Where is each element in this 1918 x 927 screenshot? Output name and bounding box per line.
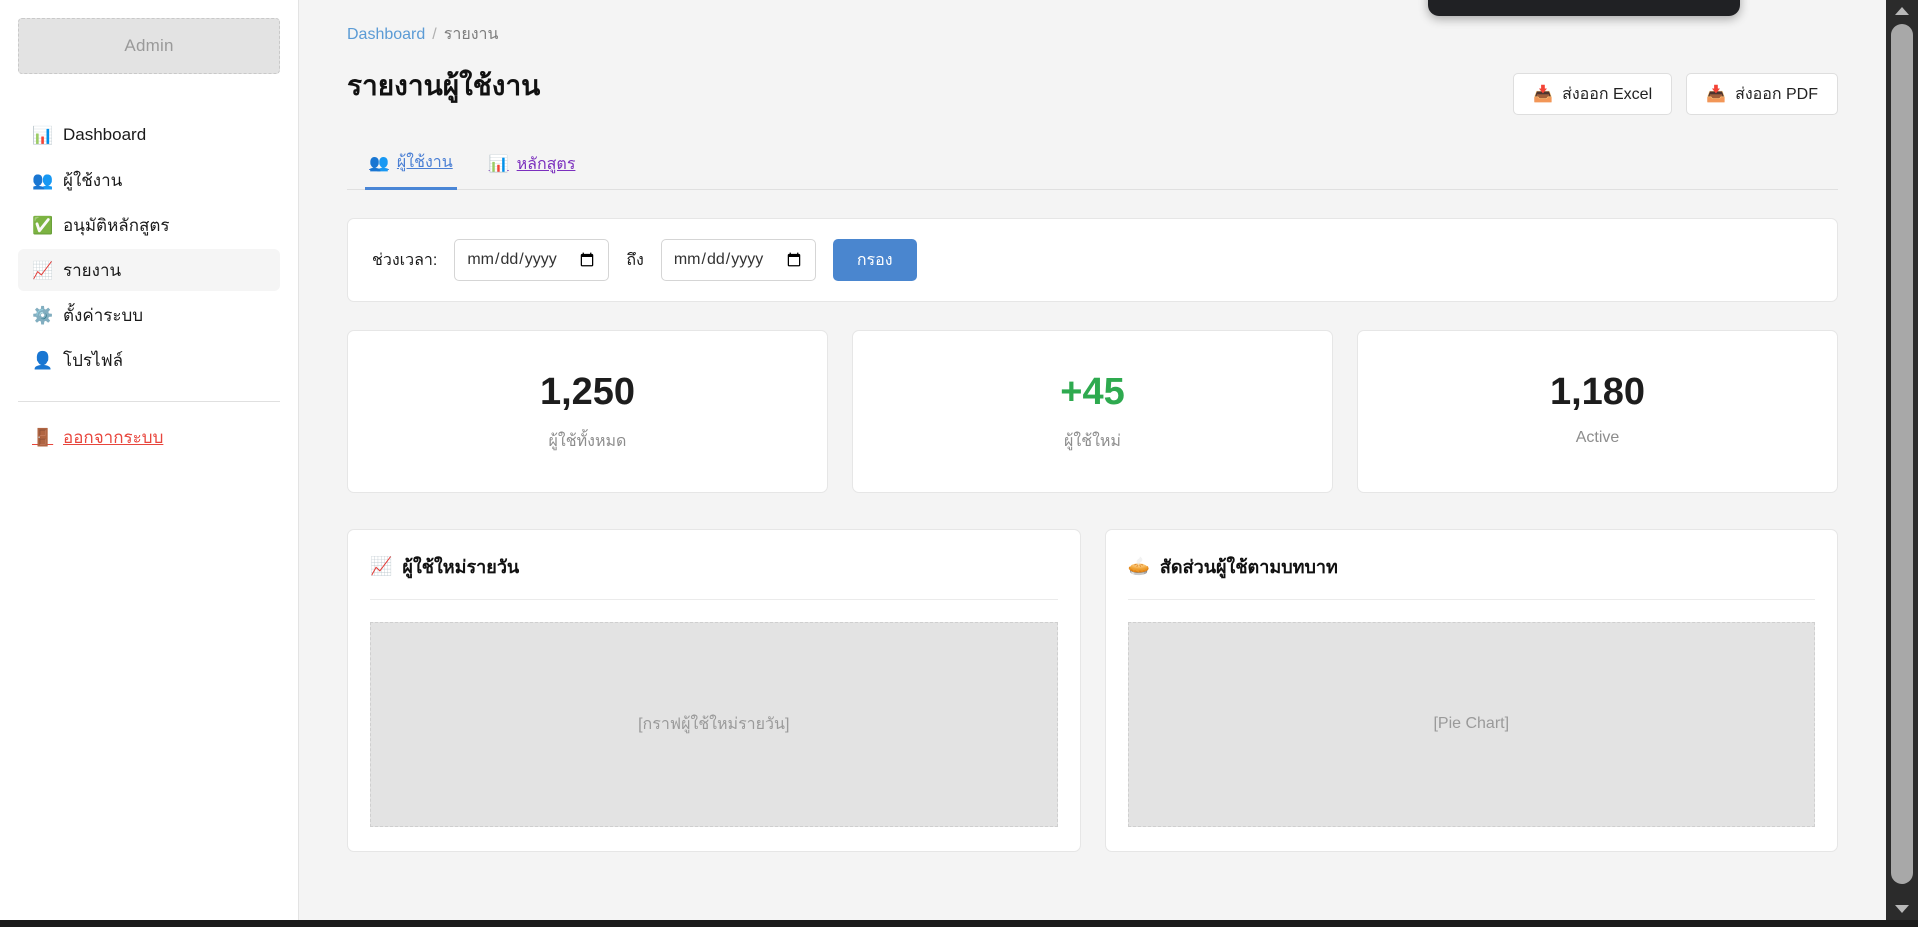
door-icon: 🚪: [32, 428, 54, 447]
sidebar: Admin 📊 Dashboard 👥 ผู้ใช้งาน ✅ อนุมัติห…: [0, 0, 299, 920]
sidebar-item-label: ผู้ใช้งาน: [63, 170, 123, 190]
header-actions: 📥 ส่งออก Excel 📥 ส่งออก PDF: [1513, 69, 1838, 115]
chart-placeholder: [Pie Chart]: [1127, 621, 1815, 827]
sidebar-item-profile[interactable]: 👤 โปรไฟล์: [18, 339, 280, 381]
chart-increasing-icon: 📈: [370, 555, 393, 576]
apply-filter-button[interactable]: กรอง: [832, 239, 917, 281]
breadcrumb-link-dashboard[interactable]: Dashboard: [347, 25, 426, 43]
stat-label: ผู้ใช้ใหม่: [1064, 432, 1121, 450]
tab-users-label: ผู้ใช้งาน: [396, 154, 453, 171]
tab-users[interactable]: 👥 ผู้ใช้งาน: [365, 146, 457, 190]
scroll-up-arrow-icon[interactable]: [1886, 0, 1918, 22]
users-icon: 👥: [369, 154, 389, 172]
stat-value: +45: [1060, 371, 1125, 413]
sidebar-item-label: ตั้งค่าระบบ: [63, 305, 144, 325]
vertical-scrollbar[interactable]: [1886, 0, 1918, 920]
chart-placeholder: [กราฟผู้ใช้ใหม่รายวัน]: [370, 621, 1058, 827]
export-excel-button[interactable]: 📥 ส่งออก Excel: [1513, 73, 1673, 115]
sidebar-item-settings[interactable]: ⚙️ ตั้งค่าระบบ: [18, 294, 280, 336]
tab-courses-label: หลักสูตร: [516, 155, 576, 173]
brand-box: Admin: [18, 18, 280, 74]
sidebar-item-label: Dashboard: [63, 125, 147, 144]
stats-row: 1,250 ผู้ใช้ทั้งหมด +45 ผู้ใช้ใหม่ 1,180…: [347, 330, 1838, 493]
window-bottom-bar: [0, 920, 1918, 927]
sidebar-item-label: โปรไฟล์: [63, 350, 124, 370]
pie-chart-icon: 🥧: [1127, 555, 1150, 576]
app-shell: Admin 📊 Dashboard 👥 ผู้ใช้งาน ✅ อนุมัติห…: [0, 0, 1886, 920]
export-excel-label: ส่งออก Excel: [1562, 85, 1653, 103]
tab-bar: 👥 ผู้ใช้งาน 📊 หลักสูตร: [347, 145, 1838, 190]
date-to-input[interactable]: [660, 239, 816, 281]
export-pdf-button[interactable]: 📥 ส่งออก PDF: [1686, 73, 1838, 115]
chart-increasing-icon: 📈: [32, 260, 54, 280]
chart-card-daily-new-users: 📈 ผู้ใช้ใหม่รายวัน [กราฟผู้ใช้ใหม่รายวัน…: [347, 528, 1081, 852]
scrollbar-thumb[interactable]: [1891, 24, 1913, 884]
inbox-tray-icon: 📥: [1533, 86, 1554, 103]
users-icon: 👥: [32, 170, 54, 190]
stat-value: 1,180: [1549, 371, 1646, 413]
brand-label: Admin: [124, 36, 174, 55]
check-mark-icon: ✅: [32, 215, 54, 235]
sidebar-item-reports[interactable]: 📈 รายงาน: [18, 249, 280, 291]
chart-title-label: สัดส่วนผู้ใช้ตามบทบาท: [1159, 556, 1338, 577]
bar-chart-icon: 📊: [488, 156, 509, 173]
inbox-tray-icon: 📥: [1706, 86, 1727, 103]
notification-toast: [1428, 0, 1740, 16]
export-pdf-label: ส่งออก PDF: [1735, 85, 1818, 103]
filter-panel: ช่วงเวลา: ถึง กรอง: [347, 218, 1838, 302]
sidebar-item-label: อนุมัติหลักสูตร: [63, 215, 170, 235]
logout-label: ออกจากระบบ: [63, 428, 164, 447]
breadcrumb: Dashboard / รายงาน: [347, 22, 1838, 47]
logout-button[interactable]: 🚪 ออกจากระบบ: [18, 424, 280, 451]
date-range-label: ช่วงเวลา:: [372, 251, 438, 269]
person-icon: 👤: [32, 350, 54, 370]
main-content: Dashboard / รายงาน รายงานผู้ใช้งาน 📥 ส่ง…: [299, 0, 1886, 920]
chart-title: 🥧 สัดส่วนผู้ใช้ตามบทบาท: [1127, 552, 1815, 600]
chart-title-label: ผู้ใช้ใหม่รายวัน: [402, 556, 520, 577]
chart-title: 📈 ผู้ใช้ใหม่รายวัน: [370, 552, 1058, 600]
breadcrumb-current: รายงาน: [443, 26, 499, 43]
stat-label: Active: [1575, 428, 1620, 446]
page-title: รายงานผู้ใช้งาน: [347, 70, 541, 101]
page-header: รายงานผู้ใช้งาน 📥 ส่งออก Excel 📥 ส่งออก …: [347, 69, 1838, 115]
sidebar-item-dashboard[interactable]: 📊 Dashboard: [18, 114, 280, 156]
bar-chart-icon: 📊: [32, 125, 54, 145]
stat-card-total-users: 1,250 ผู้ใช้ทั้งหมด: [347, 330, 828, 493]
stat-value: 1,250: [539, 371, 636, 413]
date-from-input[interactable]: [454, 239, 610, 281]
date-between-label: ถึง: [626, 251, 644, 269]
tab-courses[interactable]: 📊 หลักสูตร: [485, 146, 580, 190]
sidebar-item-approve-course[interactable]: ✅ อนุมัติหลักสูตร: [18, 204, 280, 246]
stat-card-active-users: 1,180 Active: [1357, 330, 1838, 493]
sidebar-nav: 📊 Dashboard 👥 ผู้ใช้งาน ✅ อนุมัติหลักสูต…: [18, 114, 280, 381]
chart-card-users-by-role: 🥧 สัดส่วนผู้ใช้ตามบทบาท [Pie Chart]: [1104, 528, 1838, 852]
gear-icon: ⚙️: [32, 305, 54, 325]
sidebar-divider: [18, 401, 280, 402]
scroll-down-arrow-icon[interactable]: [1886, 898, 1918, 920]
stat-card-new-users: +45 ผู้ใช้ใหม่: [852, 330, 1333, 493]
breadcrumb-separator: /: [432, 25, 437, 43]
stat-label: ผู้ใช้ทั้งหมด: [548, 432, 627, 450]
sidebar-item-label: รายงาน: [63, 260, 122, 280]
charts-row: 📈 ผู้ใช้ใหม่รายวัน [กราฟผู้ใช้ใหม่รายวัน…: [347, 528, 1838, 852]
sidebar-item-users[interactable]: 👥 ผู้ใช้งาน: [18, 159, 280, 201]
